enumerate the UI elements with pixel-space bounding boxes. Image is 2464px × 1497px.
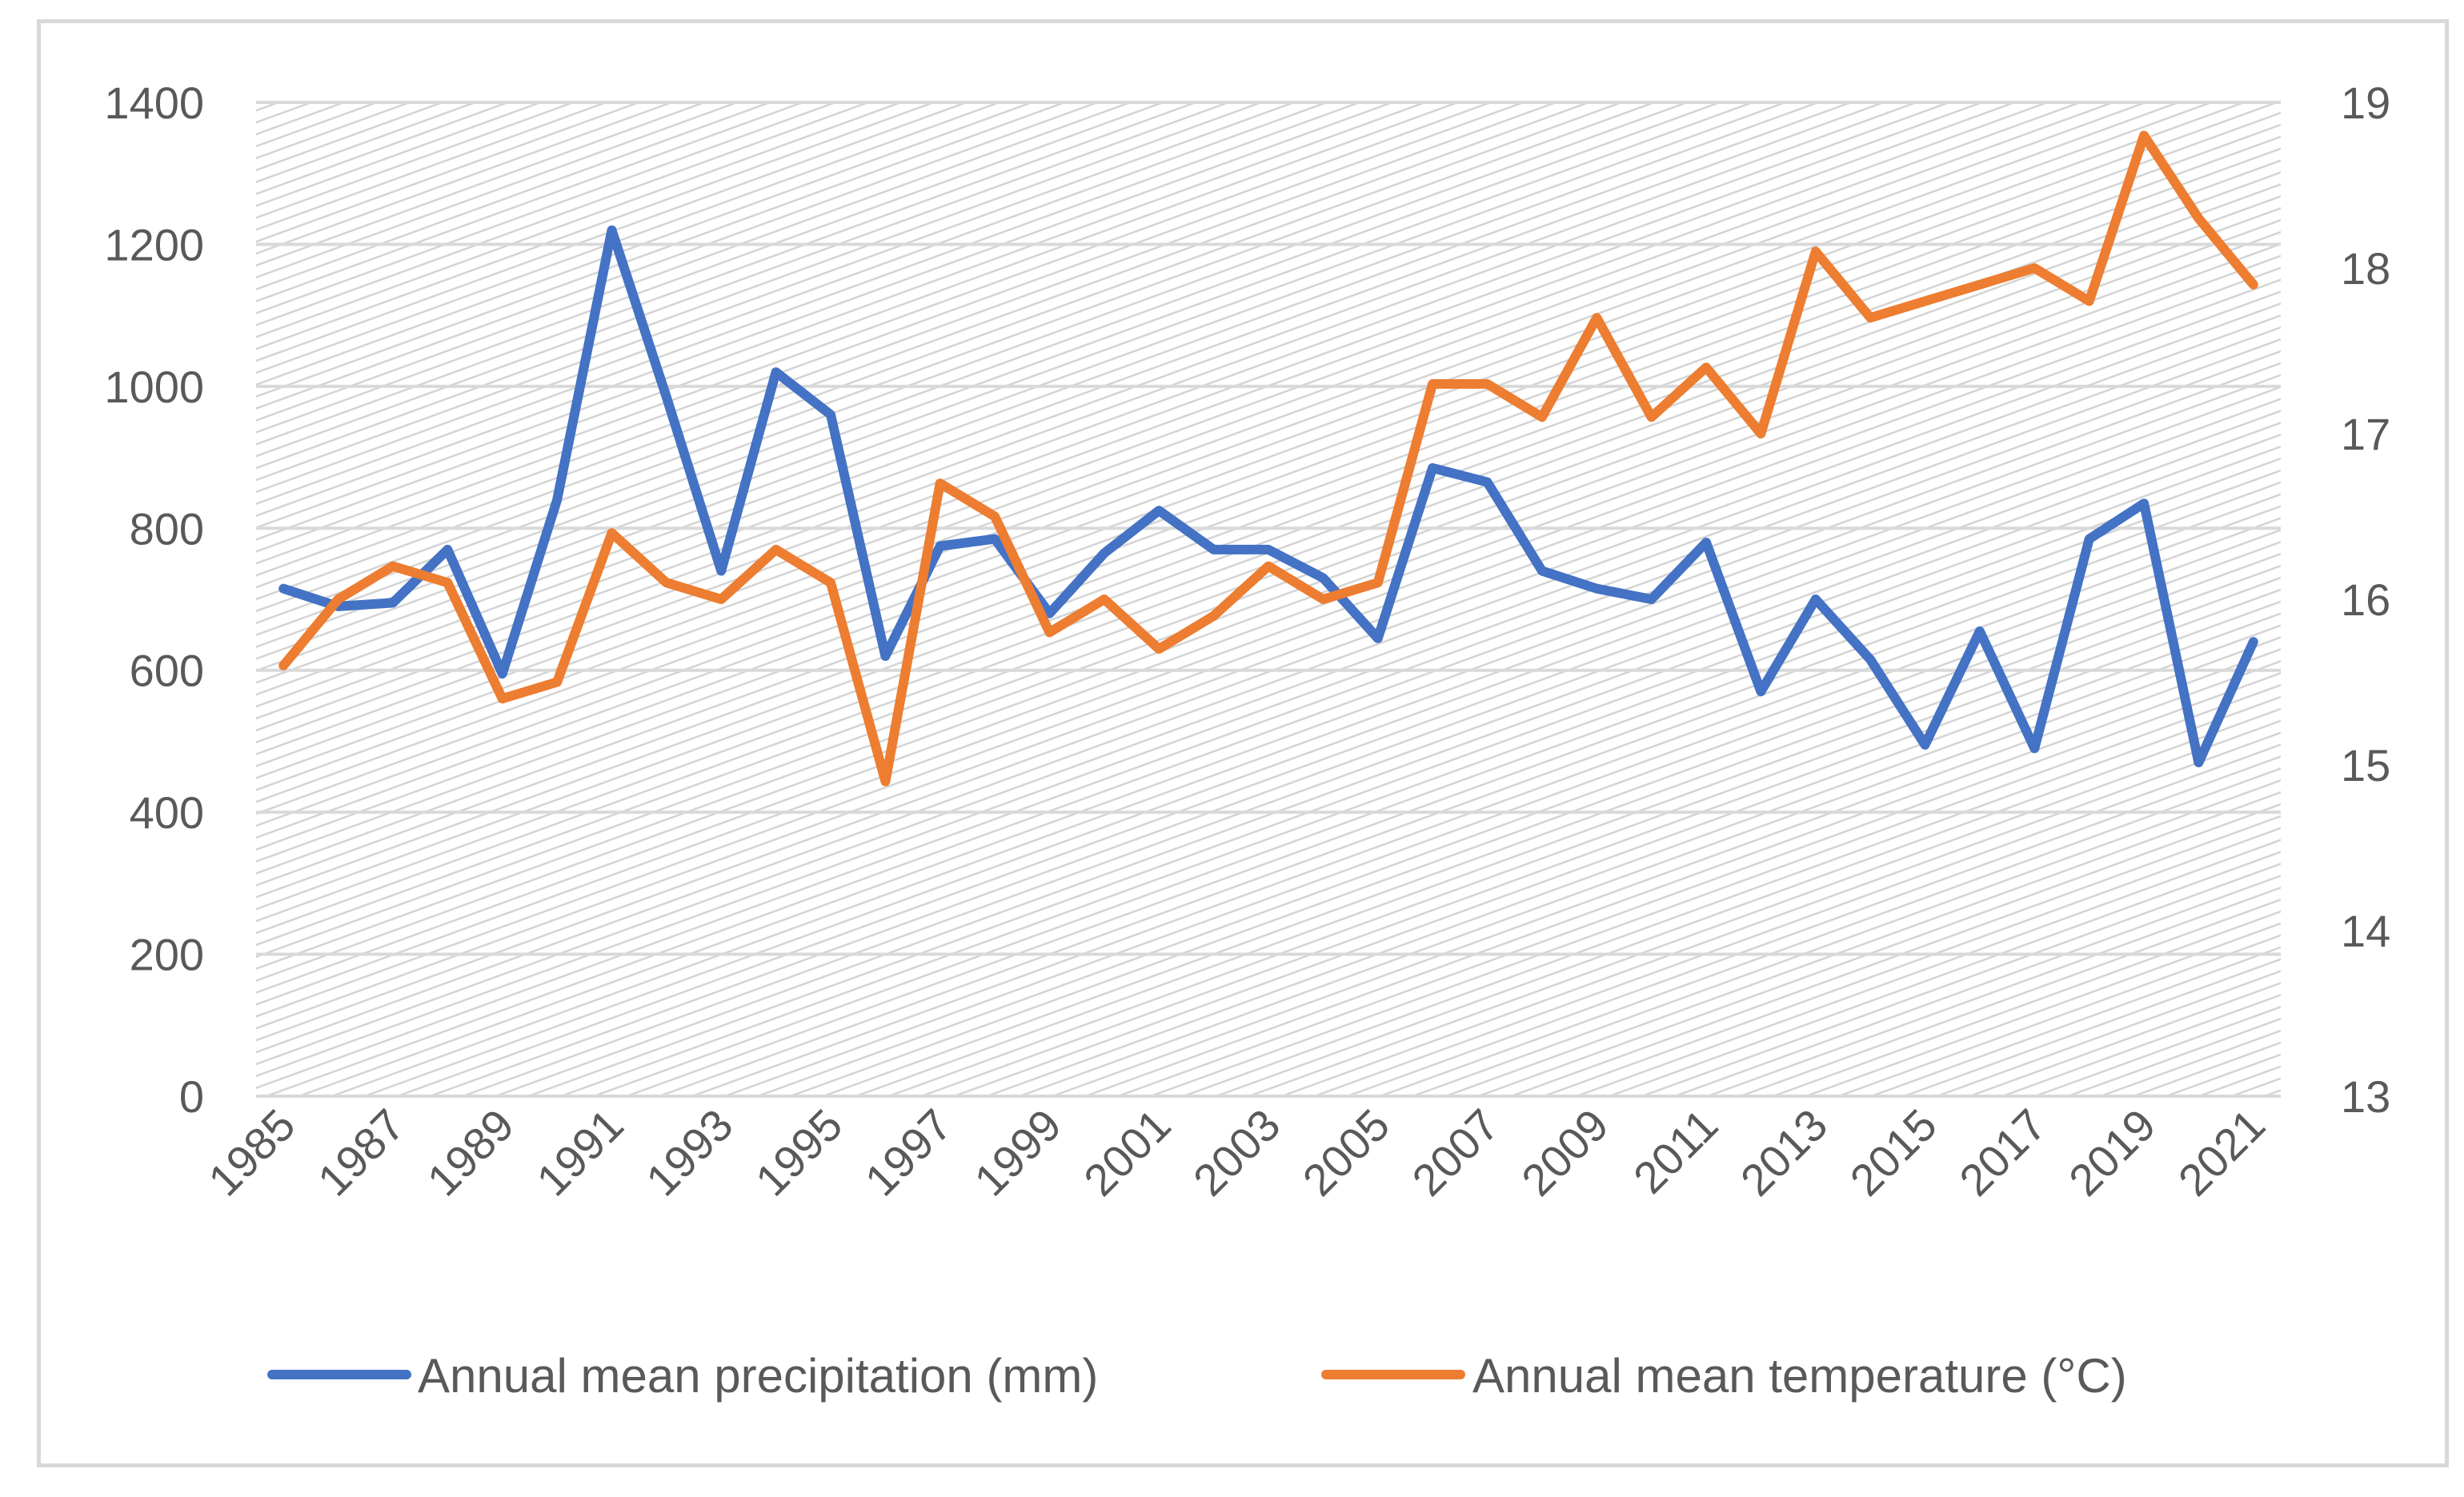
plot-area bbox=[256, 102, 2281, 1096]
x-tick-label: 1987 bbox=[308, 1099, 415, 1206]
left-tick-label: 1200 bbox=[104, 219, 204, 270]
x-tick-label: 1999 bbox=[964, 1099, 1071, 1206]
left-tick-label: 1000 bbox=[104, 362, 204, 412]
left-tick-label: 0 bbox=[179, 1071, 204, 1122]
left-tick-label: 600 bbox=[130, 646, 204, 696]
right-axis-ticks: 13 14 15 16 17 18 19 bbox=[2341, 78, 2390, 1122]
x-tick-label: 2005 bbox=[1293, 1099, 1400, 1206]
right-tick-label: 19 bbox=[2341, 78, 2390, 128]
legend: Annual mean precipitation (mm) Annual mea… bbox=[267, 1349, 2127, 1403]
left-tick-label: 800 bbox=[130, 503, 204, 554]
left-tick-label: 400 bbox=[130, 787, 204, 838]
x-tick-label: 2009 bbox=[1512, 1099, 1618, 1206]
x-tick-label: 1989 bbox=[418, 1099, 524, 1206]
x-tick-label: 1991 bbox=[527, 1099, 633, 1206]
x-tick-label: 1985 bbox=[198, 1099, 305, 1206]
x-tick-label: 1997 bbox=[855, 1099, 962, 1206]
x-tick-label: 2015 bbox=[1840, 1099, 1946, 1206]
x-tick-label: 1993 bbox=[636, 1099, 743, 1206]
right-tick-label: 16 bbox=[2341, 574, 2390, 625]
series-lines bbox=[278, 130, 2258, 787]
right-tick-label: 17 bbox=[2341, 409, 2390, 459]
legend-label: Annual mean temperature (°C) bbox=[1472, 1349, 2127, 1403]
x-tick-label: 2021 bbox=[2169, 1099, 2275, 1206]
gridlines bbox=[256, 101, 2281, 1098]
right-tick-label: 15 bbox=[2341, 740, 2390, 791]
right-tick-label: 13 bbox=[2341, 1071, 2390, 1122]
x-tick-label: 2003 bbox=[1184, 1099, 1290, 1206]
x-tick-label: 2019 bbox=[2059, 1099, 2166, 1206]
x-axis-ticks: 1985 1987 1989 1991 1993 1995 1997 1999 2001 2003… bbox=[198, 1099, 2274, 1206]
left-tick-label: 1400 bbox=[104, 78, 204, 128]
left-axis-ticks: 0 200 400 600 800 1000 1200 1400 bbox=[104, 78, 204, 1122]
x-tick-label: 2001 bbox=[1074, 1099, 1180, 1206]
x-tick-label: 2011 bbox=[1624, 1099, 1728, 1203]
right-tick-label: 14 bbox=[2341, 906, 2390, 956]
x-tick-label: 1995 bbox=[746, 1099, 852, 1206]
x-tick-label: 2013 bbox=[1731, 1099, 1837, 1206]
legend-label: Annual mean precipitation (mm) bbox=[418, 1349, 1098, 1403]
left-tick-label: 200 bbox=[130, 930, 204, 980]
x-tick-label: 2007 bbox=[1402, 1099, 1508, 1206]
x-tick-label: 2017 bbox=[1949, 1099, 2056, 1206]
right-tick-label: 18 bbox=[2341, 243, 2390, 294]
